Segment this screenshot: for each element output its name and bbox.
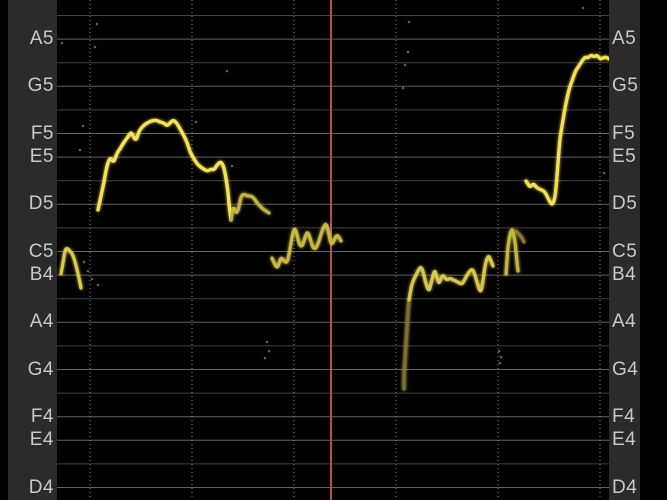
pitch-trace-segment-c5-spike — [504, 228, 520, 276]
right-edge-bar — [640, 0, 667, 500]
pitch-trace-segment-c5-wiggle — [270, 222, 343, 269]
note-label-e5-left: E5 — [29, 146, 54, 168]
noise-dot — [267, 349, 271, 353]
noise-dot — [95, 22, 99, 26]
note-label-b4-left: B4 — [29, 264, 54, 286]
noise-dot — [406, 50, 410, 54]
noise-dot — [230, 164, 234, 168]
pitch-trace-segment-b4-phrase — [407, 255, 495, 302]
note-label-a5-right: A5 — [612, 28, 637, 50]
note-label-e4-left: E4 — [29, 429, 54, 451]
note-label-f5-left: F5 — [30, 122, 54, 144]
pitch-trace-segment-final-rise — [524, 53, 611, 206]
left-note-sidebar: A5 G5 F5 E5 D5 C5 B4 A4 G4 F4 E4 D4 — [8, 0, 57, 500]
note-label-d4-right: D4 — [612, 476, 638, 498]
pitch-trace — [59, 53, 611, 391]
noise-dot — [90, 277, 94, 281]
noise-dot — [498, 361, 502, 365]
note-label-d5-right: D5 — [612, 193, 638, 215]
noise-dots-group — [60, 6, 606, 365]
noise-dot — [81, 124, 85, 128]
noise-dot — [265, 340, 269, 344]
noise-dot — [602, 171, 606, 175]
note-label-g4-left: G4 — [27, 358, 54, 380]
pitch-trace-segment-d5-shelf — [229, 192, 271, 222]
note-label-f5-right: F5 — [612, 122, 636, 144]
note-label-a4-left: A4 — [29, 311, 54, 333]
noise-dot — [581, 6, 585, 10]
note-label-a4-right: A4 — [612, 311, 637, 333]
noise-dot — [263, 356, 267, 360]
noise-dot — [499, 355, 503, 359]
noise-dot — [225, 69, 229, 73]
note-label-g5-right: G5 — [612, 75, 639, 97]
pitch-trace-segment-main-arc — [96, 118, 233, 222]
noise-dot — [407, 20, 411, 24]
note-label-g4-right: G4 — [612, 358, 639, 380]
left-edge-bar — [0, 0, 8, 500]
noise-dot — [78, 148, 82, 152]
right-note-sidebar: A5 G5 F5 E5 D5 C5 B4 A4 G4 F4 E4 D4 — [609, 0, 640, 500]
note-label-e5-right: E5 — [612, 146, 637, 168]
note-label-f4-right: F4 — [612, 405, 636, 427]
noise-dot — [93, 45, 97, 49]
noise-dot — [86, 269, 90, 273]
note-label-f4-left: F4 — [30, 405, 54, 427]
noise-dot — [194, 120, 198, 124]
note-label-b4-right: B4 — [612, 264, 637, 286]
note-label-d4-left: D4 — [28, 476, 54, 498]
noise-dot — [497, 349, 501, 353]
note-label-e4-right: E4 — [612, 429, 637, 451]
note-gridlines-group — [57, 15, 609, 488]
pitch-trace-segment-rise-tail-dim — [402, 298, 411, 391]
noise-dot — [60, 41, 64, 45]
time-gridlines-group — [89, 0, 601, 500]
note-label-c5-right: C5 — [612, 240, 638, 262]
note-label-d5-left: D5 — [28, 193, 54, 215]
pitch-trace-segment-left-small-peak — [59, 247, 83, 290]
noise-dot — [403, 63, 407, 67]
pitch-trace-segment-c5-spike-tail — [514, 229, 526, 244]
noise-dot — [82, 260, 86, 264]
note-label-c5-left: C5 — [28, 240, 54, 262]
note-label-a5-left: A5 — [29, 28, 54, 50]
noise-dot — [401, 86, 405, 90]
noise-dot — [96, 283, 100, 287]
note-label-g5-left: G5 — [27, 75, 54, 97]
